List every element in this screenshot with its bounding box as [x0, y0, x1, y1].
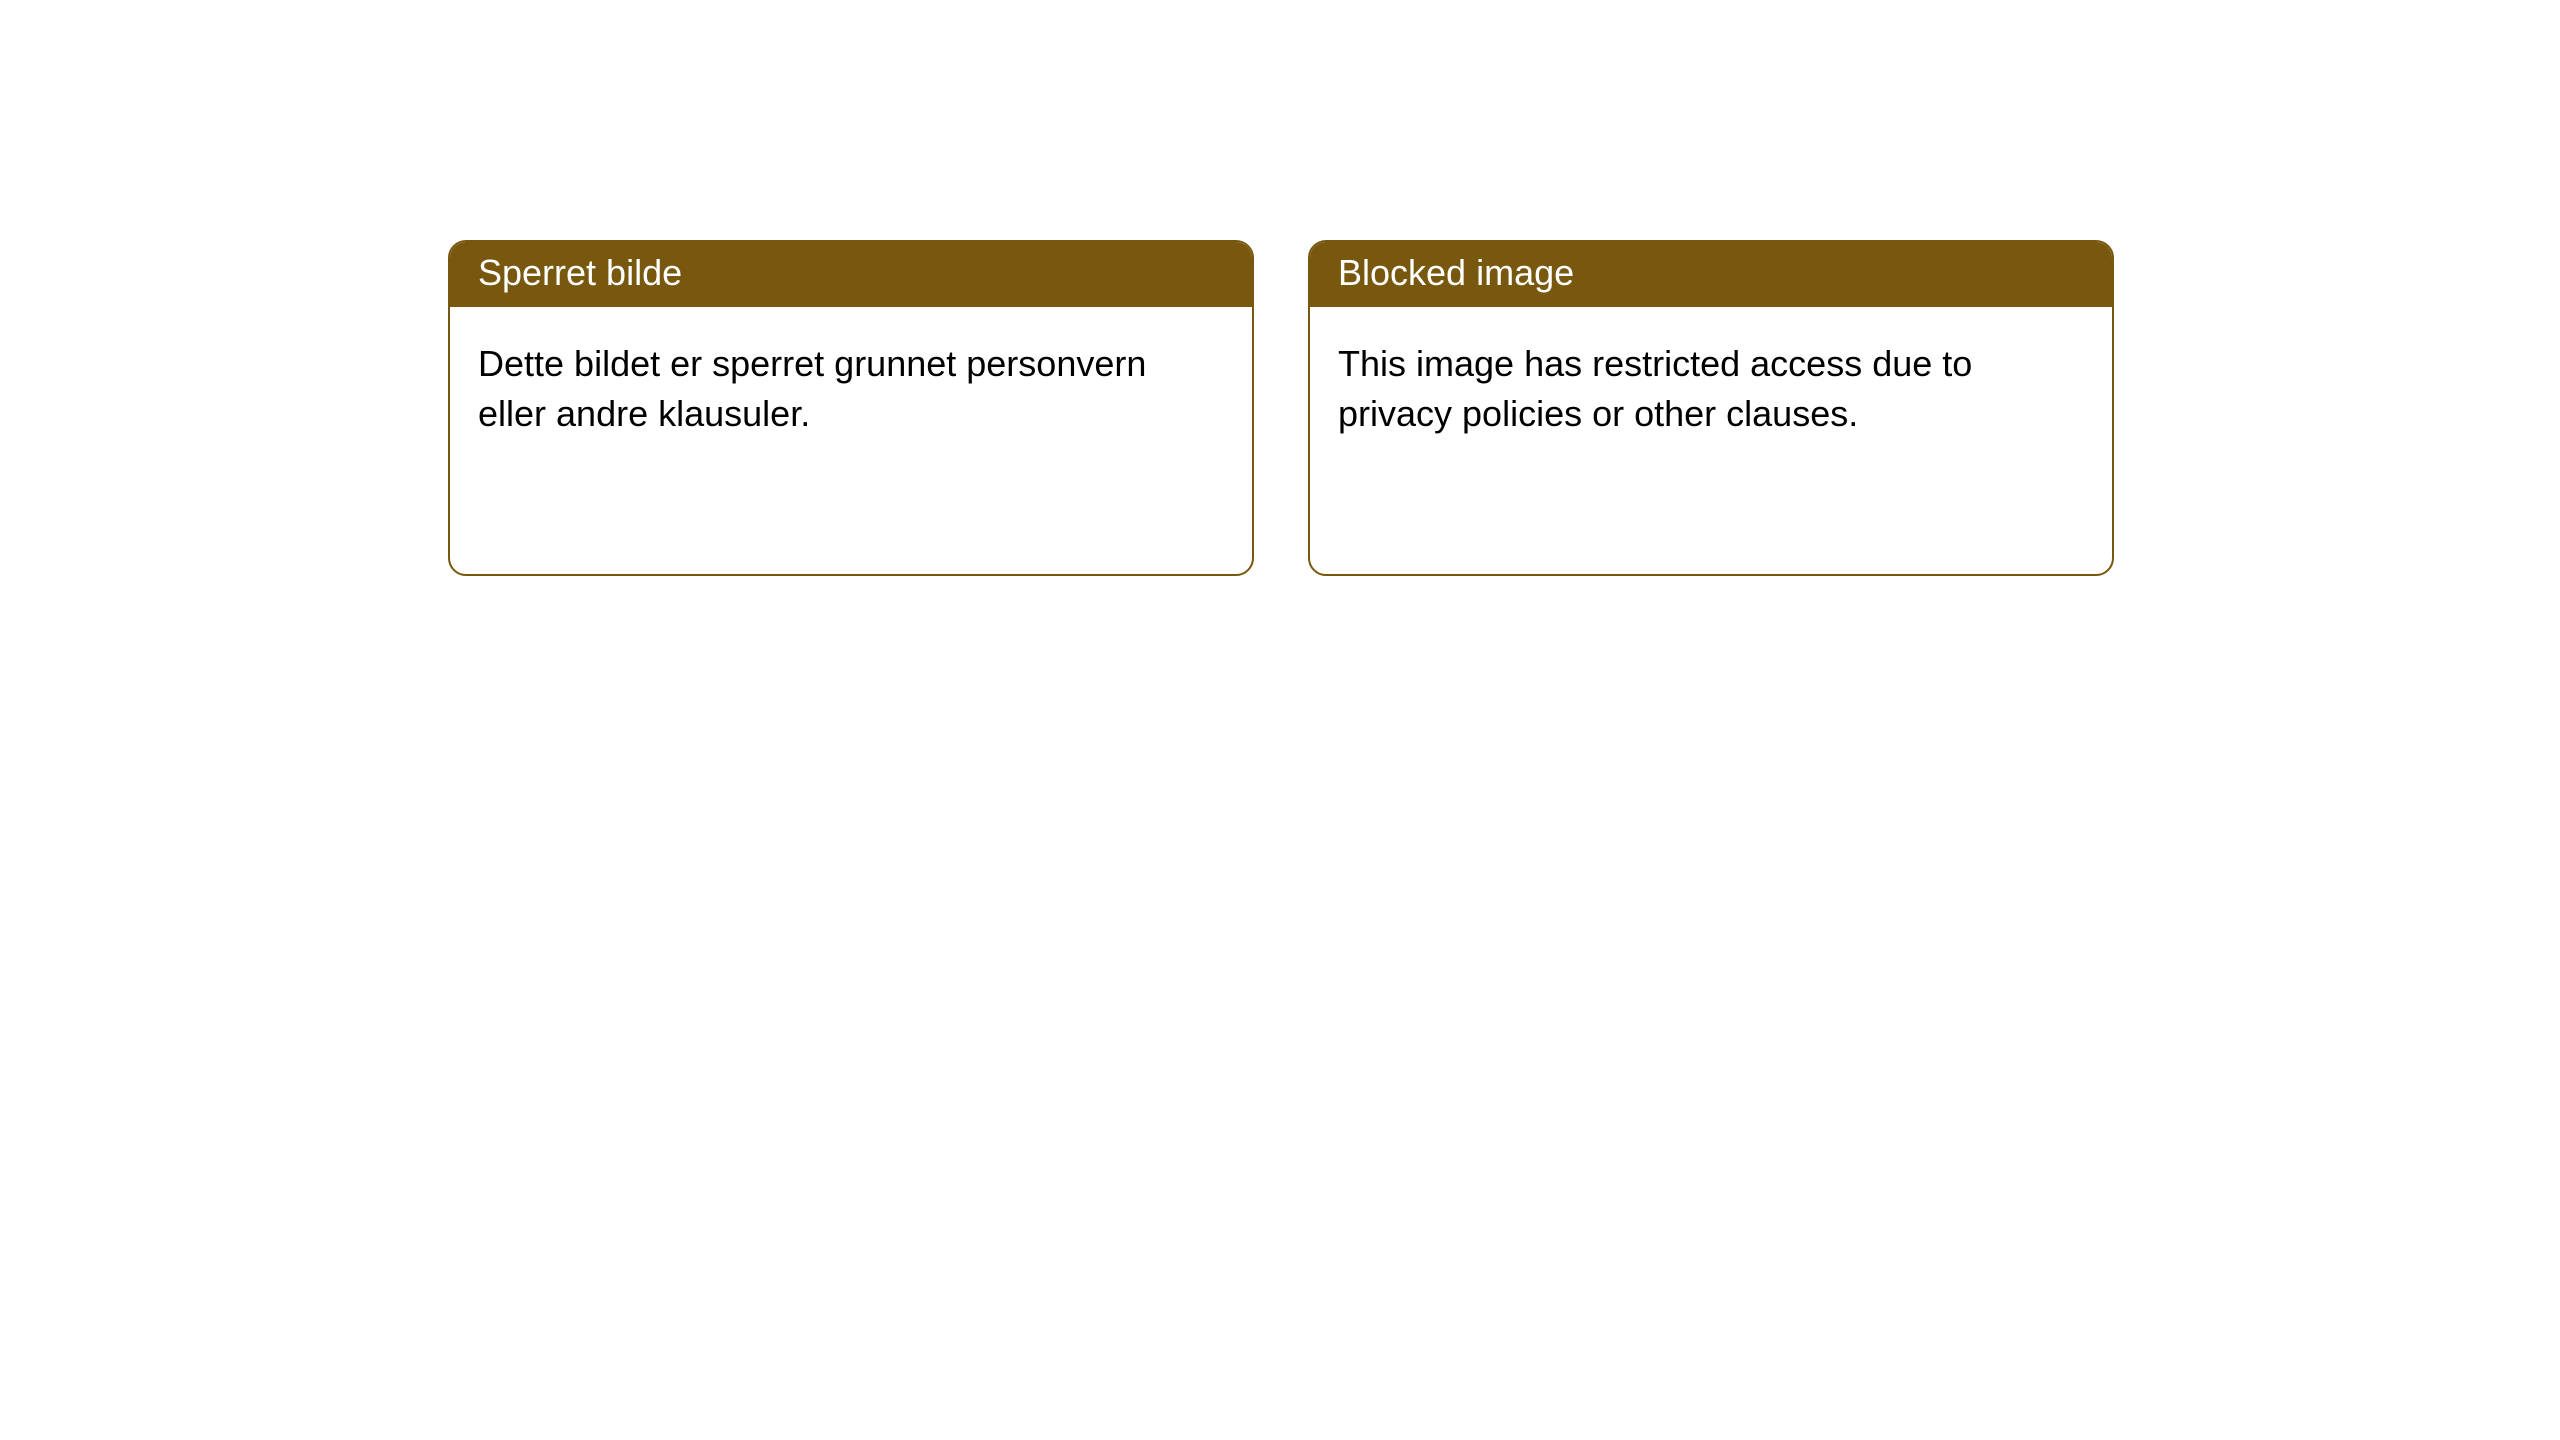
- notice-body-english: This image has restricted access due to …: [1310, 307, 2112, 472]
- notice-card-english: Blocked image This image has restricted …: [1308, 240, 2114, 576]
- notice-container: Sperret bilde Dette bildet er sperret gr…: [0, 0, 2560, 576]
- notice-body-norwegian: Dette bildet er sperret grunnet personve…: [450, 307, 1252, 472]
- notice-header-norwegian: Sperret bilde: [450, 242, 1252, 307]
- notice-card-norwegian: Sperret bilde Dette bildet er sperret gr…: [448, 240, 1254, 576]
- notice-header-english: Blocked image: [1310, 242, 2112, 307]
